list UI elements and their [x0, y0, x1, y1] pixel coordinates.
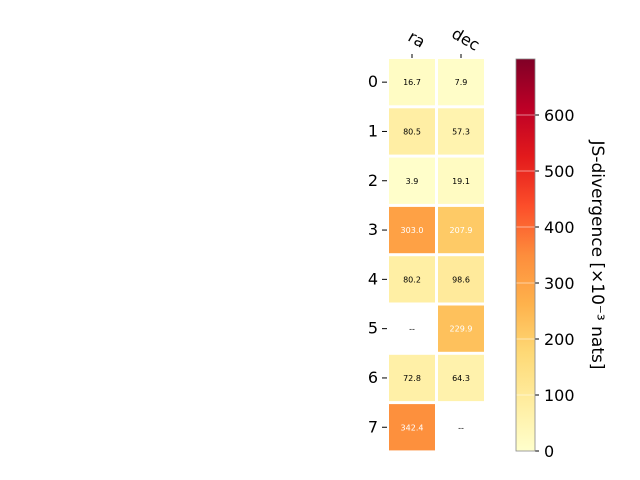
colorbar-ticks: 0 100 200 300 400 500 600: [516, 106, 575, 461]
cell-value-label: 64.3: [452, 374, 470, 383]
colorbar-tick-label: 100: [544, 386, 575, 405]
heatmap-cell: [389, 108, 435, 155]
colorbar-tick-label: 400: [544, 218, 575, 237]
heatmap-cell: [438, 108, 484, 155]
heatmap-cell: [389, 59, 435, 106]
heatmap-cell: [438, 256, 484, 303]
row-label: 2: [368, 171, 378, 190]
colorbar-tick-label: 600: [544, 106, 575, 125]
colorbar-tick-label: 300: [544, 274, 575, 293]
colorbar-label: JS-divergence [×10⁻³ nats]: [587, 140, 607, 370]
heatmap-cell: [438, 157, 484, 204]
row-label: 7: [368, 417, 378, 436]
cell-value-label: 16.7: [403, 78, 421, 87]
heatmap-cell: [438, 206, 484, 254]
row-labels: 0 1 2 3 4 5 6 7: [368, 72, 387, 436]
cell-value-label: --: [458, 423, 464, 432]
cell-value-label: 72.8: [403, 374, 421, 383]
heatmap-cell: [438, 354, 484, 402]
colorbar-tick-label: 500: [544, 162, 575, 181]
cell-value-label: 229.9: [450, 325, 473, 334]
cell-value-label: 303.0: [401, 226, 424, 235]
heatmap-cell: [389, 256, 435, 303]
colorbar-frame: [515, 58, 536, 452]
cell-value-label: --: [409, 325, 415, 334]
row-label: 6: [368, 368, 378, 387]
cell-value-label: 207.9: [450, 226, 473, 235]
row-label: 3: [368, 220, 378, 239]
cell-value-label: 342.4: [401, 423, 424, 432]
cell-value-label: 98.6: [452, 275, 470, 284]
colorbar-tick-label: 0: [544, 442, 554, 461]
heatmap-cells: 16.7 7.9 80.5 57.3 3.9 19.1 303.0 207.9 80.2 98.6…: [389, 59, 484, 451]
heatmap-cell: [389, 354, 435, 402]
cell-value-label: 3.9: [406, 177, 419, 186]
heatmap-cell: [389, 206, 435, 254]
heatmap-cell: [438, 305, 484, 352]
cell-value-label: 80.5: [403, 127, 421, 136]
row-label: 5: [368, 319, 378, 338]
cell-value-label: 80.2: [403, 275, 421, 284]
column-label: dec: [449, 24, 483, 55]
colorbar-gradient: [516, 59, 535, 451]
cell-value-label: 19.1: [452, 177, 470, 186]
column-label: ra: [405, 27, 429, 52]
row-label: 1: [368, 121, 378, 140]
heatmap-cell: [389, 157, 435, 204]
heatmap-cell: [389, 404, 435, 451]
cell-value-label: 7.9: [455, 78, 468, 87]
colorbar-tick-label: 200: [544, 330, 575, 349]
cell-value-label: 57.3: [452, 127, 470, 136]
colorbar: 0 100 200 300 400 500 600: [515, 58, 575, 461]
row-label: 4: [368, 269, 378, 288]
row-label: 0: [368, 72, 378, 91]
heatmap-cell: [438, 59, 484, 106]
column-labels: ra dec: [405, 24, 483, 58]
